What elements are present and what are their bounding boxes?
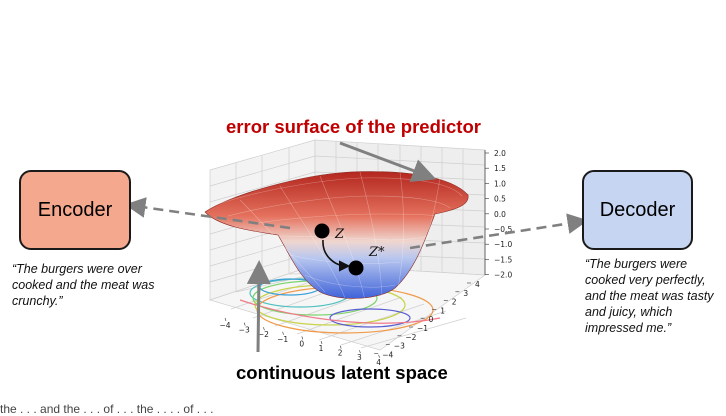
y-tick-label: −4 [382,350,393,359]
x-tick-mark [243,322,246,326]
y-tick-label: 0 [429,315,434,324]
point-z [314,223,330,239]
cut-off-caption: the . . . and the . . . of . . . the . .… [0,402,214,416]
x-tick-label: 0 [299,339,304,348]
z-to-zstar-arrow [322,239,351,272]
x-tick-mark [263,327,265,331]
x-tick-mark [339,345,342,349]
x-tick-label: −3 [239,326,250,335]
x-tick-label: −2 [258,330,269,339]
pointer-latent-space [246,260,271,353]
z-tick-label: 0.5 [494,195,506,204]
z-tick-label: 1.0 [494,179,506,188]
y-tick-label: −3 [394,342,405,351]
x-tick-mark [320,340,323,345]
y-tick-label: −2 [405,333,416,342]
x-axis-ticks: −4 −3 −2 −1 0 1 2 3 4 [219,317,381,367]
x-tick-label: 4 [376,358,381,367]
y-tick-label: 1 [440,306,445,315]
decoder-quote: “The burgers were cooked very perfectly,… [585,257,714,335]
pointer-error-surface [339,141,437,183]
y-tick-label: −1 [417,324,428,333]
encoder-box: Encoder [19,170,131,250]
decoder-label: Decoder [599,198,676,221]
arrow-to-decoder [409,213,589,250]
z-tick-label: −1.0 [494,240,512,249]
x-tick-mark [224,317,227,322]
x-tick-label: 1 [319,344,324,353]
z-tick-label: 2.0 [494,149,506,158]
z-tick-label: −1.5 [494,255,512,264]
x-tick-mark [378,354,380,358]
encoder-quote: “The burgers were over cooked and the me… [12,262,155,308]
z-tick-label: 1.5 [494,164,506,173]
y-tick-label: 2 [452,298,457,307]
error-surface-title: error surface of the predictor [226,116,481,137]
arrow-to-encoder [124,197,291,230]
encoder-label: Encoder [37,198,113,221]
x-tick-label: 2 [338,349,343,358]
x-tick-label: 3 [357,353,362,362]
label-z-star: Z* [368,245,385,260]
decoder-box: Decoder [582,170,693,250]
label-z: Z [334,227,345,242]
x-tick-mark [359,350,361,354]
z-tick-label: 0.0 [494,210,506,219]
z-tick-label: −0.5 [494,225,512,234]
y-tick-label: 3 [463,289,468,298]
y-tick-label: 4 [475,280,480,289]
x-tick-mark [282,331,284,335]
x-tick-mark [301,336,304,340]
x-tick-label: −4 [219,321,230,330]
z-axis-ticks: 2.0 1.5 1.0 0.5 0.0 −0.5 −1.0 −1.5 −2.0 [485,149,512,280]
latent-space-title: continuous latent space [236,362,448,383]
point-z-star [348,260,364,276]
error-surface [204,171,469,301]
z-tick-label: −2.0 [494,271,512,280]
x-tick-label: −1 [277,335,288,344]
